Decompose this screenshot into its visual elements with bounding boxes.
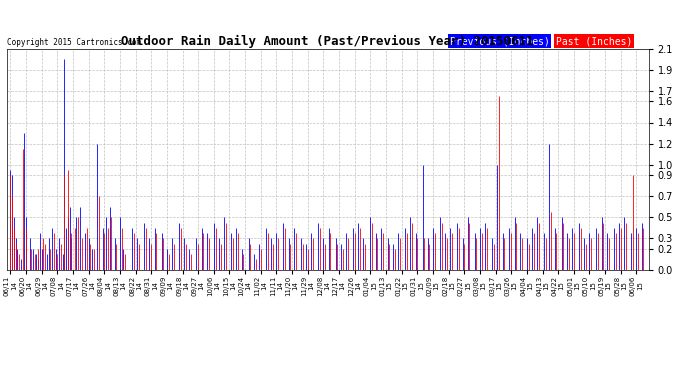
Text: Past (Inches): Past (Inches) bbox=[555, 36, 632, 46]
Text: Copyright 2015 Cartronics.com: Copyright 2015 Cartronics.com bbox=[7, 38, 141, 46]
Title: Outdoor Rain Daily Amount (Past/Previous Year) 20150611: Outdoor Rain Daily Amount (Past/Previous… bbox=[121, 34, 534, 48]
Text: Previous (Inches): Previous (Inches) bbox=[450, 36, 549, 46]
